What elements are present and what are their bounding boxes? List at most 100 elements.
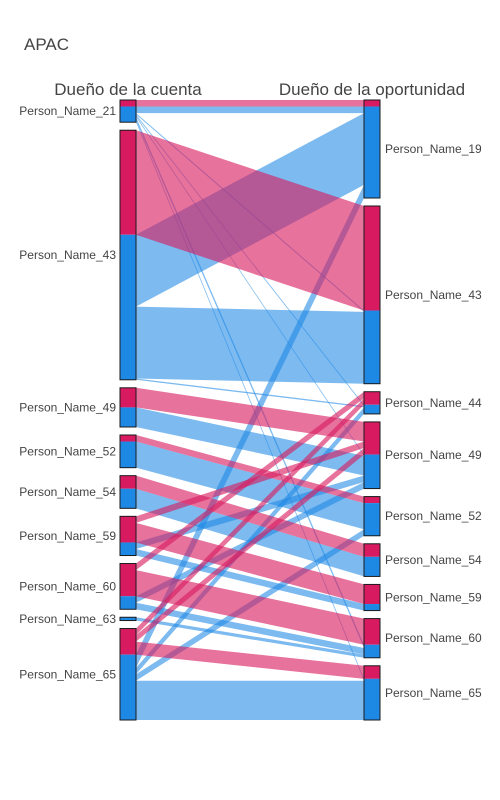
opportunity-owner-label-person-name-59: Person_Name_59 [385,591,482,605]
bar-segment-pink [364,421,380,455]
bar-segment-blue [364,503,380,536]
bar-outline [363,665,381,721]
bar-outline [363,421,381,490]
bar-outline [119,99,137,123]
account-owner-bar-person-name-49[interactable] [119,387,137,428]
bar-outline [119,129,137,381]
bar-segment-blue [364,604,380,611]
ribbon-person-name-59-to-person-name-59-pink[interactable] [136,522,364,605]
bar-outline [363,618,381,659]
account-owner-bar-person-name-63[interactable] [119,616,137,622]
bar-outline [363,543,381,577]
opportunity-owner-label-person-name-43: Person_Name_43 [385,288,482,302]
account-owner-bar-person-name-65[interactable] [119,628,137,721]
ribbon-person-name-65-to-person-name-49-pink[interactable] [136,448,364,642]
bar-segment-pink [364,543,380,557]
category-bars-layer [119,99,381,721]
bar-segment-blue [120,407,136,427]
opportunity-owner-bar-person-name-52[interactable] [363,496,381,537]
ribbon-person-name-59-to-person-name-59-blue[interactable] [136,548,364,611]
account-owner-bar-person-name-43[interactable] [119,129,137,381]
ribbon-person-name-65-to-person-name-44-pink[interactable] [136,398,364,636]
bar-segment-pink [120,628,136,655]
bar-segment-pink [120,100,136,107]
account-owner-label-person-name-63: Person_Name_63 [19,612,116,626]
bar-segment-pink [120,563,136,597]
ribbon-person-name-52-to-person-name-52-pink[interactable] [136,434,364,504]
bar-segment-blue [120,654,136,720]
ribbon-person-name-65-to-person-name-65-pink[interactable] [136,641,364,679]
opportunity-owner-bar-person-name-49[interactable] [363,421,381,490]
bar-outline [119,515,137,557]
ribbon-person-name-21-to-person-name-19-blue[interactable] [136,106,364,114]
opportunity-owner-label-person-name-54: Person_Name_54 [385,553,482,567]
opportunity-owner-bar-person-name-59[interactable] [363,583,381,612]
bar-outline [119,475,137,509]
bar-outline [119,387,137,428]
bar-segment-pink [364,496,380,504]
bar-segment-blue [364,556,380,577]
bar-segment-pink [364,584,380,605]
bar-segment-blue [120,441,136,468]
opportunity-owner-label-person-name-44: Person_Name_44 [385,396,482,410]
ribbon-person-name-43-to-person-name-43-pink[interactable] [136,130,364,311]
bar-outline [363,391,381,415]
bar-segment-blue [120,596,136,610]
bar-segment-pink [364,100,380,107]
account-owner-bar-person-name-59[interactable] [119,515,137,557]
opportunity-owner-label-person-name-60: Person_Name_60 [385,631,482,645]
ribbon-person-name-49-to-person-name-49-pink[interactable] [136,387,364,442]
opportunity-owner-bar-person-name-60[interactable] [363,618,381,659]
bar-segment-pink [120,387,136,408]
ribbons-layer [136,100,364,720]
ribbon-person-name-60-to-person-name-44-pink[interactable] [136,391,364,571]
ribbon-person-name-54-to-person-name-54-blue[interactable] [136,488,364,577]
dimension-header-opportunity-owner: Dueño de la oportunidad [279,80,465,99]
bar-segment-pink [364,206,380,311]
opportunity-owner-bar-person-name-54[interactable] [363,543,381,577]
account-owner-label-person-name-59: Person_Name_59 [19,529,116,543]
bar-segment-pink [120,475,136,489]
dimension-header-account-owner: Dueño de la cuenta [54,80,202,99]
opportunity-owner-label-person-name-49: Person_Name_49 [385,448,482,462]
account-owner-bar-person-name-54[interactable] [119,475,137,509]
account-owner-label-person-name-54: Person_Name_54 [19,485,116,499]
account-owner-bar-person-name-60[interactable] [119,563,137,610]
account-owner-label-person-name-21: Person_Name_21 [19,104,116,118]
account-owner-label-person-name-52: Person_Name_52 [19,444,116,458]
bar-segment-pink [364,391,380,405]
bar-outline [363,583,381,612]
bar-segment-blue [120,488,136,509]
opportunity-owner-label-person-name-65: Person_Name_65 [385,686,482,700]
account-owner-label-person-name-65: Person_Name_65 [19,667,116,681]
ribbon-person-name-43-to-person-name-43-blue[interactable] [136,306,364,384]
bar-segment-blue [364,644,380,658]
opportunity-owner-bar-person-name-65[interactable] [363,665,381,721]
bar-segment-blue [120,234,136,380]
ribbon-person-name-65-to-person-name-65-blue[interactable] [136,680,364,720]
opportunity-owner-label-person-name-52: Person_Name_52 [385,509,482,523]
opportunity-owner-bar-person-name-43[interactable] [363,205,381,385]
bar-segment-pink [120,130,136,235]
bar-outline [363,99,381,199]
ribbon-person-name-21-to-person-name-19-pink[interactable] [136,100,364,107]
ribbon-person-name-43-to-person-name-44-blue[interactable] [136,378,364,408]
bar-outline [119,434,137,469]
account-owner-label-person-name-43: Person_Name_43 [19,248,116,262]
bar-outline [363,496,381,537]
account-owner-label-person-name-60: Person_Name_60 [19,579,116,593]
ribbon-person-name-60-to-person-name-60-blue[interactable] [136,602,364,655]
opportunity-owner-bar-person-name-44[interactable] [363,391,381,415]
ribbon-person-name-63-to-person-name-60-blue[interactable] [136,617,364,658]
bar-segment-blue [364,106,380,199]
account-owner-bar-person-name-21[interactable] [119,99,137,123]
bar-segment-pink [364,618,380,645]
account-owner-bar-person-name-52[interactable] [119,434,137,469]
bar-segment-blue [364,404,380,414]
bar-segment-pink [120,516,136,543]
opportunity-owner-bar-person-name-19[interactable] [363,99,381,199]
bar-segment-pink [120,434,136,442]
account-owner-label-person-name-49: Person_Name_49 [19,400,116,414]
